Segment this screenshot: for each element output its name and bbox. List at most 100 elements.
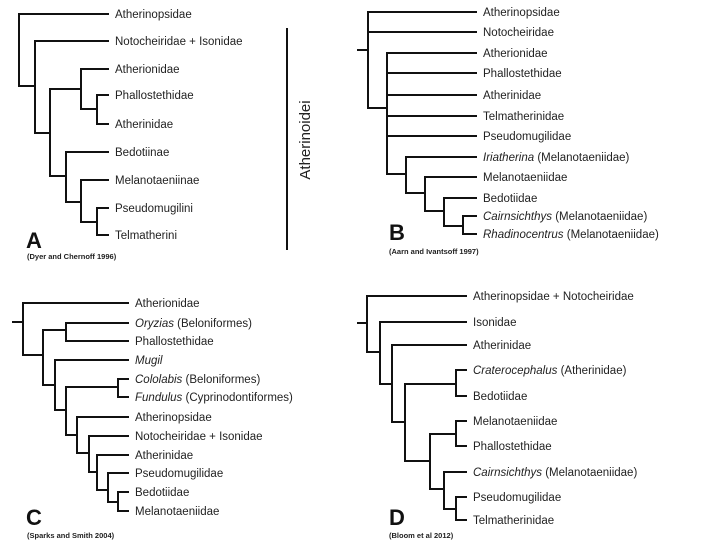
leaf-label: Atherionidae — [483, 48, 548, 60]
panel-letter-b: B — [389, 220, 405, 245]
citation-c: (Sparks and Smith 2004) — [27, 531, 115, 540]
citation-d: (Bloom et al 2012) — [389, 531, 454, 540]
panel-d: Atherinopsidae + Notocheiridae Isonidae At… — [357, 291, 637, 540]
leaf-label: Fundulus (Cyprinodontiformes) — [135, 392, 293, 404]
leaf-label-italic: Fundulus — [135, 392, 183, 404]
leaf-label: Atherinopsidae — [483, 7, 560, 19]
leaf-label: Cairnsichthys (Melanotaeniidae) — [483, 211, 647, 223]
leaf-label: Notocheiridae + Isonidae — [115, 36, 243, 48]
leaf-label: Melanotaeniidae — [473, 416, 557, 428]
leaf-label-italic: Cairnsichthys — [483, 211, 552, 223]
citation-a: (Dyer and Chernoff 1996) — [27, 252, 117, 261]
leaf-label-text: Notocheiridae + Isonidae — [135, 431, 263, 443]
clade-bracket-label: Atherinoidei — [297, 100, 314, 179]
leaf-label-italic: Rhadinocentrus — [483, 229, 564, 241]
leaf-label-italic: Cololabis — [135, 374, 183, 386]
leaf-label-text: Phallostethidae — [483, 68, 562, 80]
tree-d-branches — [357, 295, 467, 521]
leaf-label-italic: Cairnsichthys — [473, 467, 542, 479]
leaf-label-italic: Mugil — [135, 355, 163, 367]
leaf-label-text: Isonidae — [473, 317, 516, 329]
leaf-label: Iriatherina (Melanotaeniidae) — [483, 152, 630, 164]
leaf-label: Atherinidae — [135, 450, 193, 462]
leaf-label: Melanotaeniinae — [115, 175, 199, 187]
leaf-label: Atherinidae — [473, 340, 531, 352]
leaf-label: Bedotiidae — [473, 391, 527, 403]
leaf-label: Cairnsichthys (Melanotaeniidae) — [473, 467, 637, 479]
leaf-label: Pseudomugilini — [115, 203, 193, 215]
panel-a: Atherinopsidae Notocheiridae + Isonidae At… — [18, 9, 314, 261]
citation-b: (Aarn and Ivantsoff 1997) — [389, 247, 479, 256]
leaf-label-text: Atherionidae — [135, 298, 200, 310]
leaf-label-text: Pseudomugilidae — [135, 468, 223, 480]
leaf-label: Atherinopsidae — [135, 412, 212, 424]
tree-a-branches — [18, 13, 109, 236]
leaf-label: Melanotaeniidae — [135, 506, 219, 518]
leaf-label-text: (Melanotaeniidae) — [564, 229, 659, 241]
tree-d-leaves: Atherinopsidae + Notocheiridae Isonidae At… — [473, 291, 637, 527]
leaf-label: Atherinopsidae — [115, 9, 192, 21]
leaf-label: Telmatherinidae — [483, 111, 564, 123]
panel-b: Atherinopsidae Notocheiridae Atherionidae P… — [357, 7, 659, 256]
leaf-label-text: Atherinopsidae — [483, 7, 560, 19]
leaf-label: Phallostethidae — [473, 441, 552, 453]
leaf-label-italic: Craterocephalus — [473, 365, 558, 377]
leaf-label: Isonidae — [473, 317, 516, 329]
leaf-label-text: (Melanotaeniidae) — [542, 467, 637, 479]
leaf-label: Melanotaeniidae — [483, 172, 567, 184]
tree-b-leaves: Atherinopsidae Notocheiridae Atherionidae P… — [483, 7, 659, 241]
tree-a-leaves: Atherinopsidae Notocheiridae + Isonidae At… — [115, 9, 243, 242]
leaf-label: Telmatherinidae — [473, 515, 554, 527]
leaf-label-text: (Cyprinodontiformes) — [182, 392, 293, 404]
leaf-label: Pseudomugilidae — [483, 131, 571, 143]
leaf-label-text: Melanotaeniidae — [483, 172, 567, 184]
leaf-label-text: Melanotaeniidae — [473, 416, 557, 428]
tree-c-branches — [12, 302, 129, 512]
leaf-label-text: Telmatherinidae — [483, 111, 564, 123]
leaf-label-text: Atherionidae — [483, 48, 548, 60]
leaf-label: Bedotiidae — [135, 487, 189, 499]
leaf-label-text: Atherinidae — [473, 340, 531, 352]
leaf-label-text: (Beloniformes) — [174, 318, 252, 330]
leaf-label-text: (Atherinidae) — [557, 365, 626, 377]
leaf-label-text: Pseudomugilidae — [483, 131, 571, 143]
leaf-label: Bedotiinae — [115, 147, 169, 159]
leaf-label: Cololabis (Beloniformes) — [135, 374, 260, 386]
leaf-label: Phallostethidae — [483, 68, 562, 80]
leaf-label-text: (Melanotaeniidae) — [552, 211, 647, 223]
leaf-label-text: Notocheiridae — [483, 27, 554, 39]
tree-b-branches — [357, 11, 477, 235]
leaf-label: Phallostethidae — [135, 336, 214, 348]
leaf-label: Atherionidae — [115, 64, 180, 76]
panel-c: Atherionidae Oryzias (Beloniformes) Phallo… — [12, 298, 293, 540]
leaf-label-text: (Beloniformes) — [182, 374, 260, 386]
leaf-label-text: Atherinopsidae + Notocheiridae — [473, 291, 634, 303]
leaf-label: Rhadinocentrus (Melanotaeniidae) — [483, 229, 659, 241]
leaf-label-italic: Iriatherina — [483, 152, 534, 164]
leaf-label-text: Bedotiidae — [483, 193, 537, 205]
leaf-label: Atherinopsidae + Notocheiridae — [473, 291, 634, 303]
leaf-label: Atherionidae — [135, 298, 200, 310]
tree-c-leaves: Atherionidae Oryzias (Beloniformes) Phallo… — [135, 298, 293, 518]
leaf-label-text: Telmatherinidae — [473, 515, 554, 527]
leaf-label-text: Atherinidae — [135, 450, 193, 462]
leaf-label-italic: Oryzias — [135, 318, 174, 330]
panel-letter-c: C — [26, 505, 42, 530]
leaf-label-text: Atherinopsidae — [135, 412, 212, 424]
leaf-label: Pseudomugilidae — [135, 468, 223, 480]
leaf-label: Atherinidae — [115, 119, 173, 131]
leaf-label: Notocheiridae — [483, 27, 554, 39]
leaf-label: Pseudomugilidae — [473, 492, 561, 504]
leaf-label: Oryzias (Beloniformes) — [135, 318, 252, 330]
leaf-label: Telmatherini — [115, 230, 177, 242]
leaf-label-text: Melanotaeniidae — [135, 506, 219, 518]
panel-letter-a: A — [26, 228, 42, 253]
leaf-label-text: (Melanotaeniidae) — [534, 152, 629, 164]
leaf-label: Craterocephalus (Atherinidae) — [473, 365, 627, 377]
leaf-label-text: Atherinidae — [483, 90, 541, 102]
leaf-label: Bedotiidae — [483, 193, 537, 205]
leaf-label: Mugil — [135, 355, 163, 367]
leaf-label: Phallostethidae — [115, 90, 194, 102]
leaf-label-text: Phallostethidae — [473, 441, 552, 453]
